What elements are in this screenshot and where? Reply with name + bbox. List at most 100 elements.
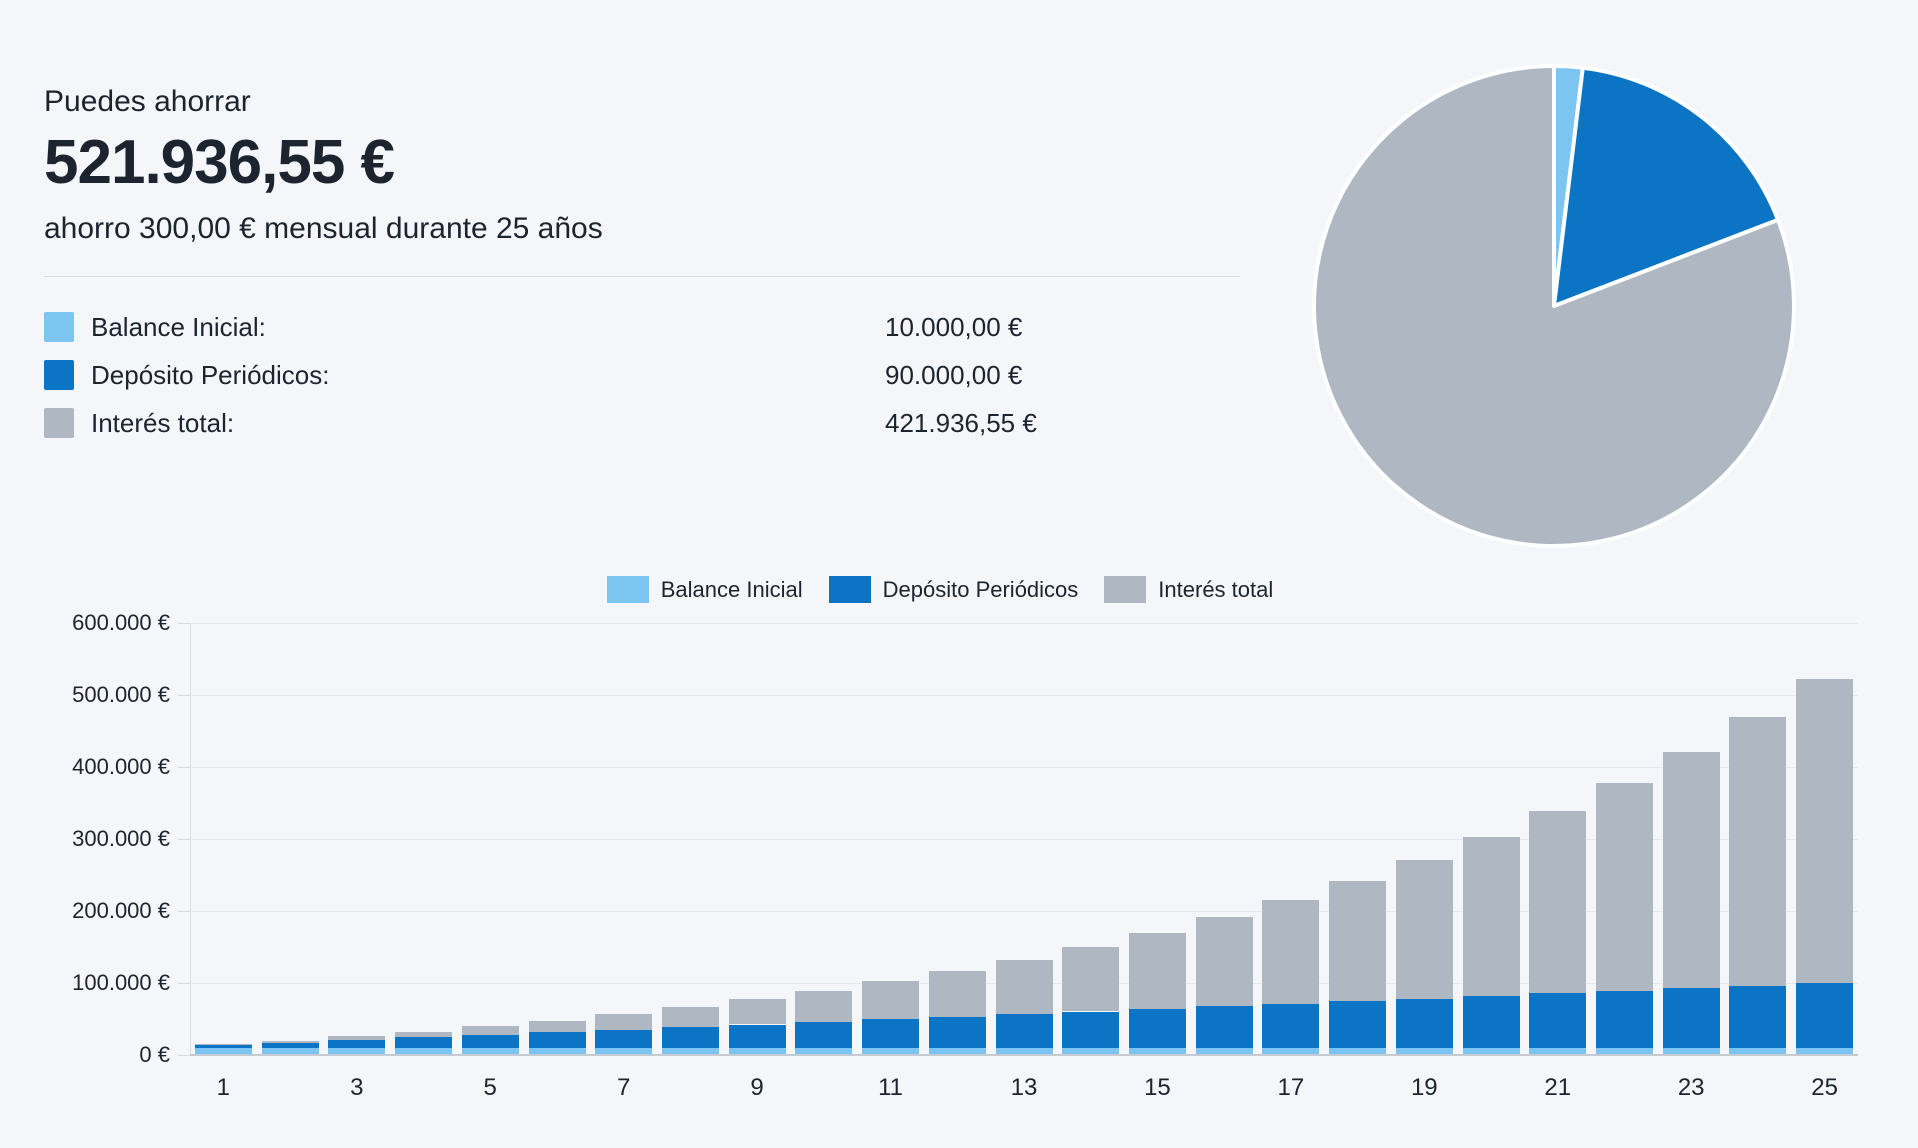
y-tick-label: 600.000 € <box>72 610 170 635</box>
bar-segment-balance-inicial-year-5[interactable] <box>461 1047 519 1055</box>
bar-segment-inter-s-total-year-2[interactable] <box>261 1040 319 1043</box>
bar-segment-dep-sito-peri-dicos-year-8[interactable] <box>661 1027 719 1048</box>
bar-segment-inter-s-total-year-10[interactable] <box>795 990 853 1022</box>
gridline <box>190 766 1858 768</box>
bar-segment-balance-inicial-year-24[interactable] <box>1729 1047 1787 1055</box>
bar-segment-inter-s-total-year-23[interactable] <box>1662 751 1720 989</box>
legend-item-inter-s-total[interactable]: Interés total <box>1104 576 1273 603</box>
legend-swatch-icon <box>606 576 649 603</box>
bar-segment-dep-sito-peri-dicos-year-9[interactable] <box>728 1024 786 1048</box>
bar-segment-dep-sito-peri-dicos-year-21[interactable] <box>1529 993 1587 1048</box>
bar-segment-balance-inicial-year-17[interactable] <box>1262 1047 1320 1055</box>
legend-label: Balance Inicial <box>660 576 803 602</box>
bar-segment-dep-sito-peri-dicos-year-1[interactable] <box>194 1045 252 1048</box>
bar-segment-inter-s-total-year-7[interactable] <box>595 1014 653 1030</box>
x-axis-line <box>190 1054 1858 1056</box>
bar-segment-dep-sito-peri-dicos-year-2[interactable] <box>261 1042 319 1048</box>
y-axis-tick <box>178 622 190 624</box>
bar-segment-balance-inicial-year-9[interactable] <box>728 1047 786 1055</box>
summary-subtitle: ahorro 300,00 € mensual durante 25 años <box>44 212 603 245</box>
bar-segment-inter-s-total-year-18[interactable] <box>1329 881 1387 1002</box>
bar-segment-inter-s-total-year-13[interactable] <box>995 959 1053 1015</box>
bar-segment-inter-s-total-year-20[interactable] <box>1462 836 1520 996</box>
bar-segment-dep-sito-peri-dicos-year-12[interactable] <box>928 1016 986 1048</box>
pie-slice-inter-s-total[interactable] <box>1312 64 1796 548</box>
bar-chart-plot <box>190 623 1858 1055</box>
bar-segment-dep-sito-peri-dicos-year-16[interactable] <box>1195 1006 1253 1048</box>
bar-segment-balance-inicial-year-7[interactable] <box>595 1047 653 1055</box>
bar-segment-balance-inicial-year-16[interactable] <box>1195 1047 1253 1055</box>
bar-segment-balance-inicial-year-13[interactable] <box>995 1047 1053 1055</box>
bar-segment-inter-s-total-year-16[interactable] <box>1195 917 1253 1007</box>
summary-row-value: 421.936,55 € <box>885 407 1037 438</box>
bar-segment-inter-s-total-year-8[interactable] <box>661 1007 719 1028</box>
x-tick-label: 7 <box>616 1074 631 1101</box>
bar-segment-balance-inicial-year-15[interactable] <box>1128 1047 1186 1055</box>
bar-segment-inter-s-total-year-25[interactable] <box>1796 679 1854 983</box>
summary-section: Puedes ahorrar 521.936,55 € ahorro 300,0… <box>44 84 1240 447</box>
bar-segment-balance-inicial-year-8[interactable] <box>661 1047 719 1055</box>
bar-segment-dep-sito-peri-dicos-year-19[interactable] <box>1395 998 1453 1048</box>
bar-segment-balance-inicial-year-10[interactable] <box>795 1047 853 1055</box>
bar-segment-balance-inicial-year-25[interactable] <box>1796 1047 1854 1055</box>
bar-segment-dep-sito-peri-dicos-year-24[interactable] <box>1729 985 1787 1048</box>
bar-segment-balance-inicial-year-20[interactable] <box>1462 1047 1520 1055</box>
summary-divider <box>44 276 1240 277</box>
bar-segment-inter-s-total-year-15[interactable] <box>1128 932 1186 1009</box>
bar-segment-inter-s-total-year-11[interactable] <box>862 981 920 1020</box>
bar-segment-dep-sito-peri-dicos-year-22[interactable] <box>1596 990 1653 1048</box>
bar-segment-balance-inicial-year-19[interactable] <box>1395 1047 1453 1055</box>
bar-segment-dep-sito-peri-dicos-year-15[interactable] <box>1128 1008 1186 1048</box>
bar-segment-inter-s-total-year-24[interactable] <box>1729 717 1787 986</box>
bar-segment-inter-s-total-year-14[interactable] <box>1062 946 1120 1012</box>
gridline <box>190 838 1858 840</box>
bar-segment-balance-inicial-year-2[interactable] <box>261 1047 319 1055</box>
bar-segment-dep-sito-peri-dicos-year-4[interactable] <box>395 1037 452 1048</box>
x-tick-label: 13 <box>1010 1074 1038 1101</box>
bar-segment-inter-s-total-year-17[interactable] <box>1262 899 1320 1004</box>
bar-segment-inter-s-total-year-12[interactable] <box>928 971 986 1017</box>
bar-segment-inter-s-total-year-22[interactable] <box>1596 783 1653 991</box>
bar-segment-balance-inicial-year-12[interactable] <box>928 1047 986 1055</box>
bar-segment-dep-sito-peri-dicos-year-25[interactable] <box>1796 983 1854 1048</box>
legend-item-balance-inicial[interactable]: Balance Inicial <box>606 576 803 603</box>
x-tick-label: 17 <box>1277 1074 1305 1101</box>
bar-segment-dep-sito-peri-dicos-year-13[interactable] <box>995 1014 1053 1048</box>
bar-segment-balance-inicial-year-18[interactable] <box>1329 1047 1387 1055</box>
bar-segment-inter-s-total-year-6[interactable] <box>528 1020 586 1033</box>
bar-segment-inter-s-total-year-3[interactable] <box>328 1036 386 1040</box>
bar-segment-balance-inicial-year-3[interactable] <box>328 1047 386 1055</box>
bar-segment-dep-sito-peri-dicos-year-11[interactable] <box>862 1019 920 1048</box>
legend-item-dep-sito-peri-dicos[interactable]: Depósito Periódicos <box>828 576 1078 603</box>
summary-row-value: 10.000,00 € <box>885 311 1023 342</box>
bar-segment-balance-inicial-year-21[interactable] <box>1529 1047 1587 1055</box>
bar-segment-dep-sito-peri-dicos-year-17[interactable] <box>1262 1003 1320 1048</box>
bar-segment-balance-inicial-year-1[interactable] <box>194 1047 252 1055</box>
bar-segment-dep-sito-peri-dicos-year-20[interactable] <box>1462 996 1520 1048</box>
bar-segment-balance-inicial-year-6[interactable] <box>528 1047 586 1055</box>
y-tick-label: 0 € <box>139 1042 170 1067</box>
bar-segment-balance-inicial-year-4[interactable] <box>395 1047 452 1055</box>
summary-row-interes-total: Interés total: 421.936,55 € <box>44 399 1240 447</box>
bar-segment-dep-sito-peri-dicos-year-7[interactable] <box>595 1029 653 1048</box>
pie-slice-dep-sito-peri-dicos[interactable] <box>1552 65 1781 308</box>
bar-segment-dep-sito-peri-dicos-year-23[interactable] <box>1662 988 1720 1048</box>
bar-segment-dep-sito-peri-dicos-year-14[interactable] <box>1062 1011 1120 1048</box>
bar-segment-balance-inicial-year-11[interactable] <box>862 1047 920 1055</box>
balance-inicial-color-swatch-icon <box>44 312 74 342</box>
bar-segment-inter-s-total-year-1[interactable] <box>194 1044 252 1046</box>
bar-segment-balance-inicial-year-23[interactable] <box>1662 1047 1720 1055</box>
bar-segment-dep-sito-peri-dicos-year-18[interactable] <box>1329 1001 1387 1048</box>
bar-segment-inter-s-total-year-4[interactable] <box>395 1031 452 1038</box>
bar-segment-dep-sito-peri-dicos-year-5[interactable] <box>461 1034 519 1048</box>
bar-segment-inter-s-total-year-5[interactable] <box>461 1026 519 1035</box>
bar-segment-dep-sito-peri-dicos-year-3[interactable] <box>328 1040 386 1048</box>
bar-segment-dep-sito-peri-dicos-year-10[interactable] <box>795 1021 853 1048</box>
bar-segment-balance-inicial-year-14[interactable] <box>1062 1047 1120 1055</box>
y-axis-tick <box>178 838 190 840</box>
bar-segment-balance-inicial-year-22[interactable] <box>1596 1047 1653 1055</box>
bar-segment-dep-sito-peri-dicos-year-6[interactable] <box>528 1032 586 1048</box>
bar-segment-inter-s-total-year-9[interactable] <box>728 999 786 1025</box>
bar-segment-inter-s-total-year-19[interactable] <box>1395 860 1453 999</box>
bar-segment-inter-s-total-year-21[interactable] <box>1529 811 1587 994</box>
